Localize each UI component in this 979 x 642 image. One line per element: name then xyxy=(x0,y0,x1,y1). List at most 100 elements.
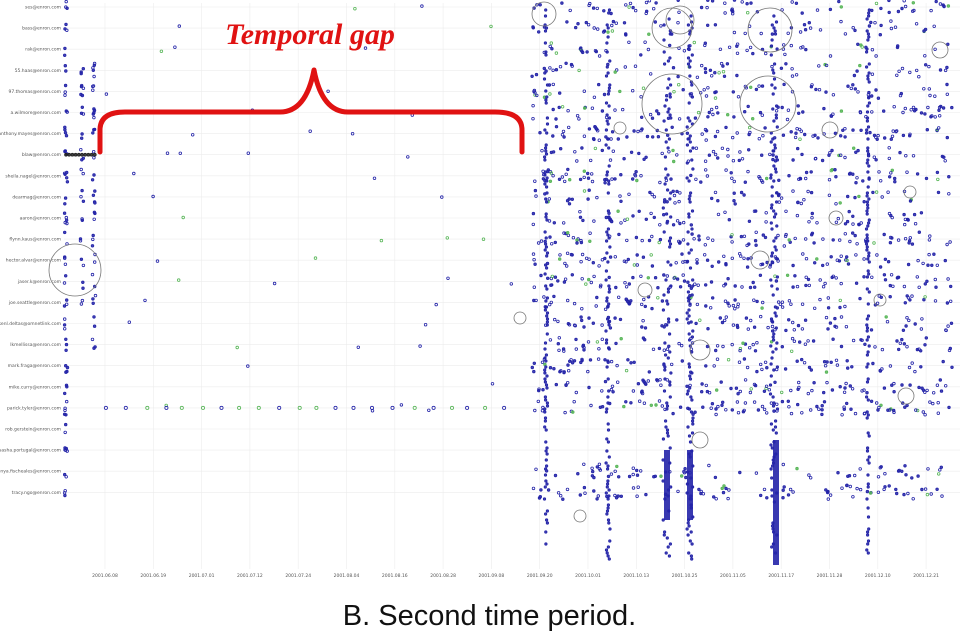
event-marker xyxy=(789,388,793,393)
event-marker xyxy=(689,530,693,534)
event-marker xyxy=(685,131,690,135)
event-marker xyxy=(668,446,672,450)
event-marker xyxy=(539,239,544,243)
event-marker xyxy=(562,135,566,139)
event-marker xyxy=(562,221,566,225)
event-marker xyxy=(616,137,620,141)
event-marker xyxy=(592,219,596,223)
event-marker xyxy=(897,347,901,352)
event-marker xyxy=(935,170,940,175)
event-marker xyxy=(777,178,781,182)
event-marker xyxy=(740,0,744,4)
event-marker xyxy=(561,129,566,134)
event-marker xyxy=(710,264,714,268)
event-marker xyxy=(544,266,549,270)
event-marker xyxy=(691,146,695,150)
event-marker xyxy=(938,114,942,118)
event-marker xyxy=(847,172,852,176)
event-marker xyxy=(79,194,83,199)
event-marker xyxy=(879,23,883,28)
event-marker xyxy=(867,176,871,180)
event-marker xyxy=(844,325,849,329)
event-marker xyxy=(727,217,731,222)
event-marker xyxy=(92,217,96,221)
event-marker xyxy=(769,344,773,348)
event-marker xyxy=(605,407,609,411)
event-marker xyxy=(754,471,759,475)
event-marker xyxy=(900,6,904,11)
event-marker xyxy=(63,90,67,94)
event-marker xyxy=(867,254,871,258)
event-marker xyxy=(938,2,943,6)
event-marker xyxy=(686,521,690,525)
event-marker xyxy=(838,385,842,389)
event-marker xyxy=(92,61,97,66)
event-marker xyxy=(622,259,627,263)
event-marker xyxy=(865,194,869,198)
event-marker xyxy=(711,112,715,117)
event-marker xyxy=(591,6,596,10)
event-marker xyxy=(768,383,773,387)
event-marker xyxy=(691,422,695,426)
event-marker xyxy=(923,487,928,491)
event-marker xyxy=(795,213,800,218)
event-marker xyxy=(831,93,836,97)
event-marker xyxy=(871,361,875,366)
event-marker xyxy=(545,83,550,87)
event-marker xyxy=(722,284,726,288)
row-label: blaw@enron.com xyxy=(22,152,61,158)
event-marker xyxy=(914,22,919,26)
event-marker xyxy=(794,1,799,5)
event-marker xyxy=(874,190,879,194)
event-marker xyxy=(843,135,847,139)
event-marker xyxy=(730,408,734,412)
event-marker xyxy=(774,347,778,351)
event-marker xyxy=(769,140,773,144)
event-marker xyxy=(810,388,814,393)
event-marker xyxy=(605,551,609,555)
event-marker xyxy=(619,221,623,225)
event-marker xyxy=(604,410,609,414)
event-marker xyxy=(611,149,615,153)
event-marker xyxy=(641,319,645,323)
event-marker xyxy=(587,188,591,192)
event-marker xyxy=(685,311,689,315)
event-marker xyxy=(668,542,673,546)
event-marker xyxy=(904,153,908,158)
row-label: anthony.mayes@enron.com xyxy=(0,131,61,137)
event-marker xyxy=(79,257,84,261)
event-marker xyxy=(922,298,926,302)
event-marker xyxy=(783,52,787,57)
event-marker xyxy=(770,324,775,329)
event-marker xyxy=(606,518,611,522)
event-marker xyxy=(564,383,568,387)
event-marker xyxy=(592,95,597,99)
event-marker xyxy=(905,217,910,222)
event-marker xyxy=(771,107,775,111)
event-marker xyxy=(606,62,610,67)
event-marker xyxy=(666,290,671,294)
event-marker xyxy=(807,21,811,25)
event-marker xyxy=(613,469,617,473)
event-marker xyxy=(804,283,808,288)
event-marker xyxy=(712,364,716,368)
event-marker xyxy=(923,54,927,58)
event-marker xyxy=(732,30,737,35)
event-marker xyxy=(551,107,555,112)
event-marker xyxy=(631,466,635,470)
event-marker xyxy=(663,365,667,369)
event-marker xyxy=(903,106,907,111)
event-marker xyxy=(600,323,604,327)
event-marker xyxy=(605,113,609,117)
x-tick-label: 2001.09.20 xyxy=(527,573,553,579)
event-marker xyxy=(70,152,75,157)
event-marker xyxy=(79,136,84,140)
event-marker xyxy=(742,256,746,260)
event-marker xyxy=(769,422,774,426)
event-marker xyxy=(674,261,678,265)
event-marker xyxy=(686,242,690,246)
event-marker xyxy=(941,359,945,364)
event-marker xyxy=(91,193,96,197)
event-marker xyxy=(732,179,736,184)
event-marker xyxy=(584,282,588,286)
